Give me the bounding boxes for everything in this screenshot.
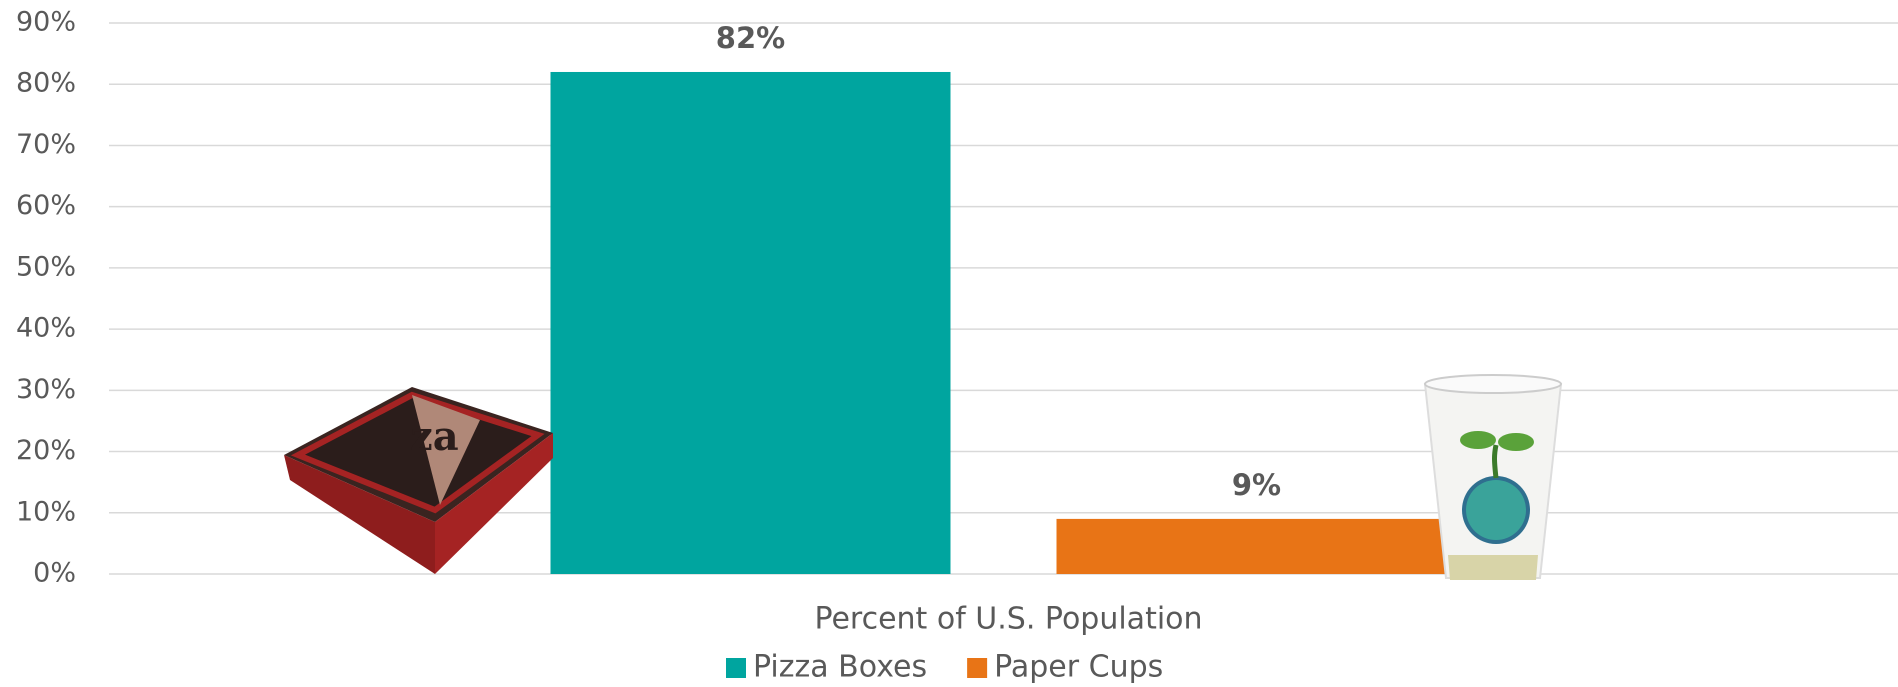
data-label: 82%: [716, 21, 785, 55]
pizza-box-illustration: za: [284, 387, 553, 574]
legend-swatch: [726, 658, 746, 678]
y-tick-label: 70%: [16, 129, 76, 160]
y-tick-label: 20%: [16, 435, 76, 466]
x-category-label: Percent of U.S. Population: [814, 602, 1202, 637]
y-tick-label: 40%: [16, 313, 76, 344]
y-tick-label: 80%: [16, 68, 76, 99]
y-tick-label: 50%: [16, 251, 76, 282]
plot-marks: 82% 9%: [551, 21, 1457, 574]
legend-label: Pizza Boxes: [753, 650, 927, 685]
y-tick-label: 0%: [33, 558, 76, 589]
legend-swatch: [967, 658, 987, 678]
paper-cup-illustration: [1425, 375, 1561, 580]
y-tick-label: 10%: [16, 496, 76, 527]
pizza-box-print: za: [410, 413, 459, 460]
bar: [1057, 519, 1457, 574]
y-tick-label: 60%: [16, 190, 76, 221]
y-tick-label: 30%: [16, 374, 76, 405]
bar: [551, 72, 951, 574]
y-tick-label: 90%: [16, 7, 76, 38]
grid: 0% 10% 20% 30% 40% 50% 60% 70% 80% 90%: [16, 7, 1898, 589]
data-label: 9%: [1232, 468, 1281, 502]
legend-label: Paper Cups: [994, 650, 1163, 685]
chart: 0% 10% 20% 30% 40% 50% 60% 70% 80% 90% 82% 9% za P…: [0, 0, 1898, 687]
